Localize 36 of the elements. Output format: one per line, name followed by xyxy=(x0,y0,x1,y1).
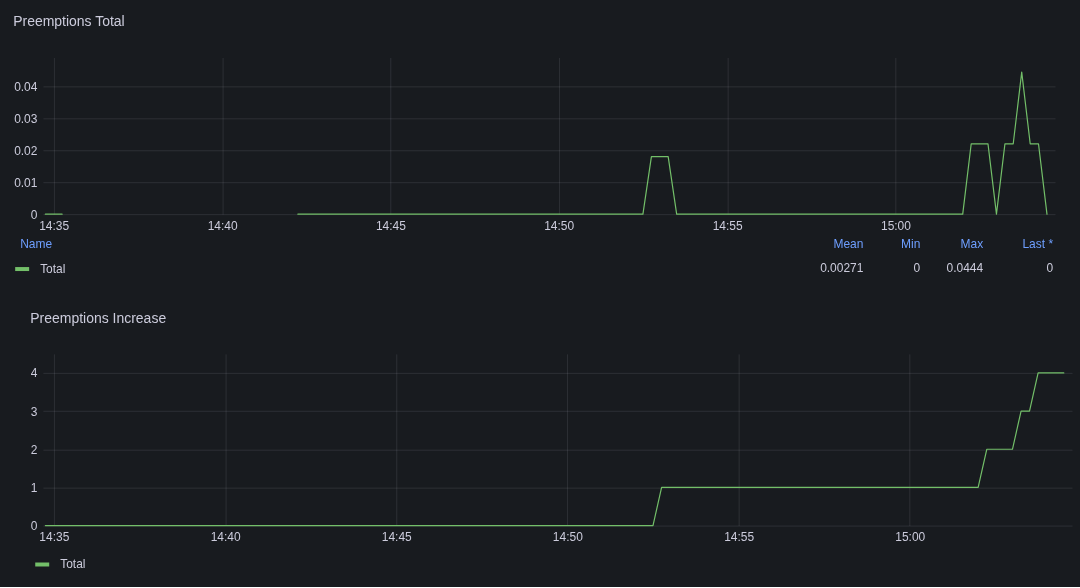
text: 0 xyxy=(1046,261,1054,276)
y-tick-label: 1 xyxy=(30,480,38,495)
x-tick-label: 14:50 xyxy=(552,530,584,545)
y-tick-label: 2 xyxy=(30,442,38,457)
y-tick-label: 0 xyxy=(30,207,38,222)
y-tick-label: 4 xyxy=(30,366,38,381)
x-tick-label: 14:45 xyxy=(381,530,413,545)
x-tick-label: 14:35 xyxy=(39,530,70,545)
x-tick-label: 14:35 xyxy=(39,218,70,233)
x-tick-label: 14:55 xyxy=(724,530,755,545)
x-tick-label: 14:40 xyxy=(207,218,238,233)
legend-label: Total xyxy=(60,557,86,572)
y-tick-label: 0 xyxy=(30,519,38,534)
chart-title: Preemptions Total xyxy=(13,13,125,30)
x-tick-label: 14:40 xyxy=(210,530,241,545)
text: Mean xyxy=(833,237,864,252)
y-tick-label: 3 xyxy=(30,404,38,419)
chart-title: Preemptions Increase xyxy=(30,309,167,326)
y-tick-label: 0.03 xyxy=(14,111,38,126)
text: 0 xyxy=(913,261,921,276)
text: Max xyxy=(960,237,984,252)
text: Name xyxy=(20,237,53,252)
x-tick-label: 14:55 xyxy=(712,218,743,233)
x-tick-label: 15:00 xyxy=(880,218,912,233)
x-tick-label: 14:45 xyxy=(375,218,407,233)
line-series xyxy=(44,372,1065,527)
text: 0.00271 xyxy=(820,261,864,276)
x-tick-label: 14:50 xyxy=(544,218,575,233)
x-tick-label: 15:00 xyxy=(895,530,926,545)
legend-label: Total xyxy=(40,262,66,277)
text: Min xyxy=(901,237,921,252)
y-tick-label: 0.01 xyxy=(14,175,38,190)
y-tick-label: 0.02 xyxy=(14,143,38,158)
text: Last * xyxy=(1022,237,1054,252)
text: 0.0444 xyxy=(946,261,984,276)
y-tick-label: 0.04 xyxy=(14,79,38,94)
